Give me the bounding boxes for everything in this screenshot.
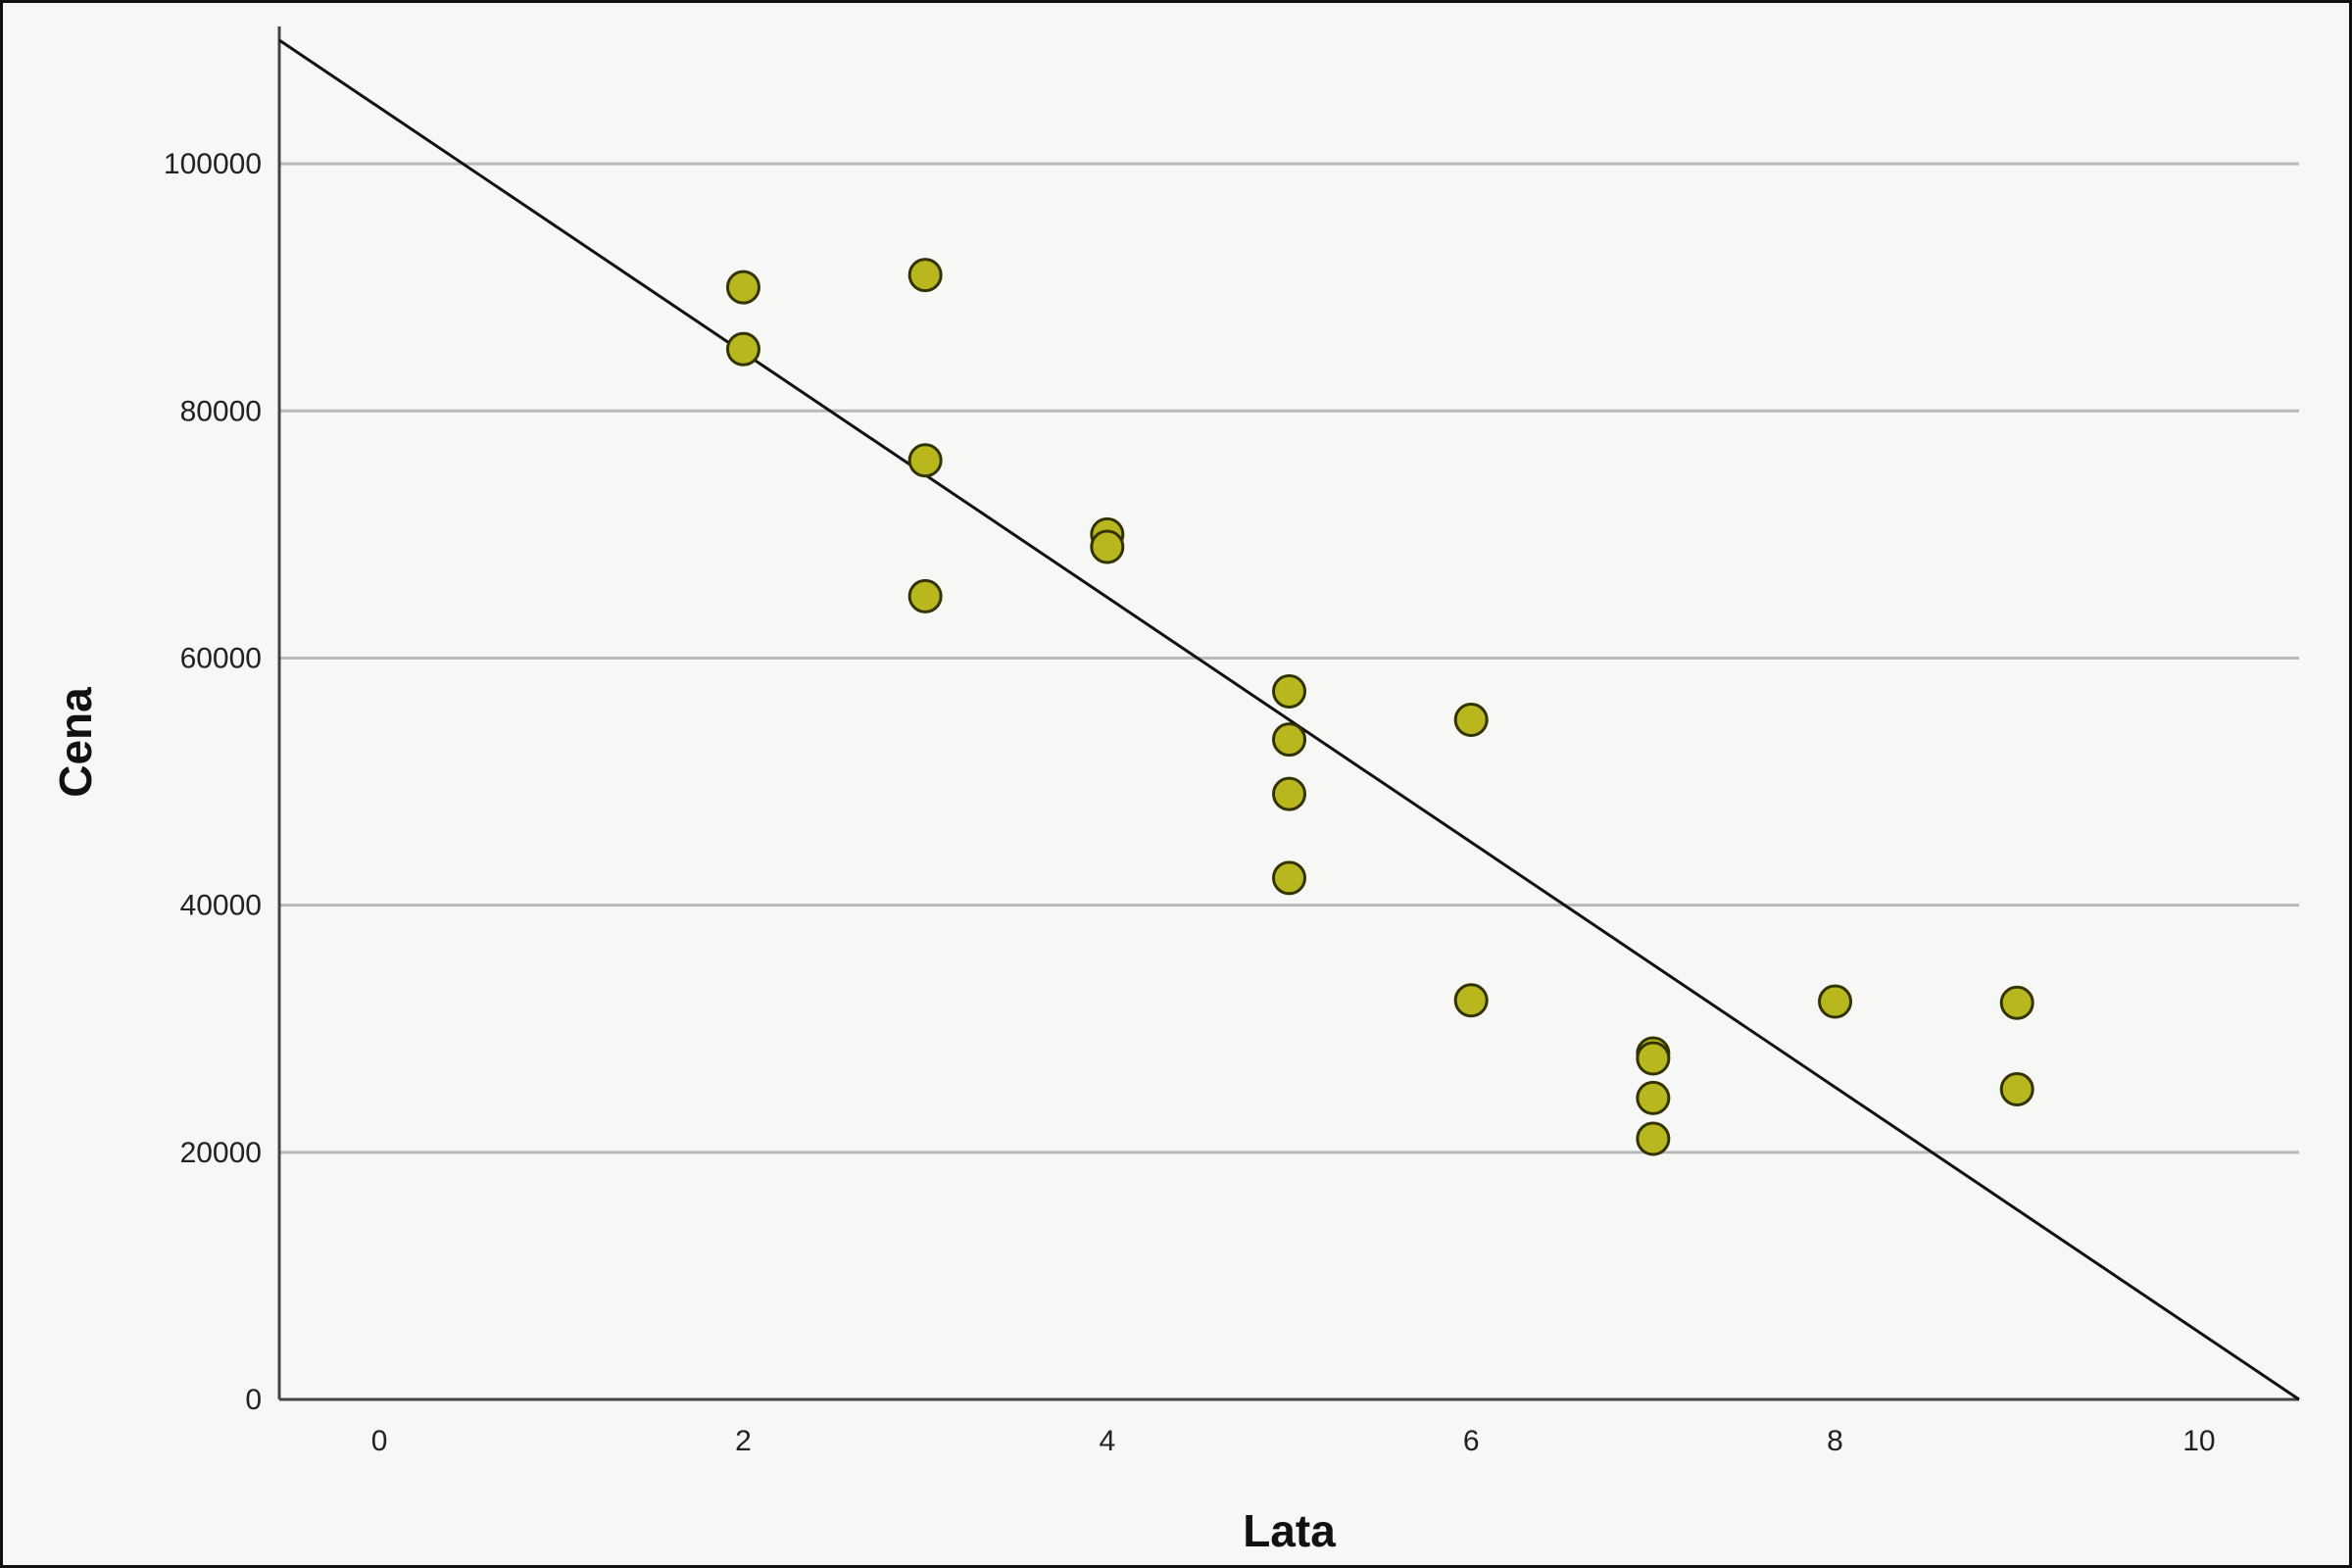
data-point xyxy=(1090,529,1125,564)
data-point xyxy=(1636,1121,1671,1156)
x-tick-label: 6 xyxy=(1463,1425,1480,1457)
axes xyxy=(277,26,2299,1401)
data-point xyxy=(725,270,760,305)
gridlines xyxy=(279,162,2299,1154)
x-tick-labels: 0 2 4 6 8 10 xyxy=(371,1425,2216,1457)
data-point xyxy=(1453,703,1489,737)
regression-line xyxy=(278,38,2300,1401)
x-tick-label: 8 xyxy=(1827,1425,1843,1457)
y-tick-label: 60000 xyxy=(180,642,262,674)
data-point xyxy=(1636,1080,1671,1115)
y-tick-label: 0 xyxy=(245,1384,262,1416)
y-tick-label: 40000 xyxy=(180,890,262,922)
data-point xyxy=(1453,983,1489,1018)
data-point xyxy=(1272,673,1306,709)
data-point xyxy=(907,258,943,293)
data-point xyxy=(725,331,760,367)
data-point xyxy=(1272,776,1306,811)
data-point xyxy=(1999,1072,2034,1107)
data-point xyxy=(1272,860,1306,896)
y-tick-label: 20000 xyxy=(180,1137,262,1169)
y-tick-label: 80000 xyxy=(180,395,262,427)
x-tick-label: 10 xyxy=(2182,1425,2215,1457)
data-point xyxy=(1636,1041,1671,1076)
x-tick-label: 0 xyxy=(371,1425,388,1457)
y-tick-labels: 0 20000 40000 60000 80000 100000 xyxy=(164,148,262,1416)
data-point xyxy=(1272,722,1306,758)
y-tick-label: 100000 xyxy=(164,148,262,180)
scatter-plot: 0 20000 40000 60000 80000 100000 0 2 4 6 8 10 Lata… xyxy=(50,26,2300,1556)
data-point xyxy=(1999,985,2034,1020)
data-points xyxy=(725,258,2034,1156)
x-tick-label: 4 xyxy=(1099,1425,1115,1457)
data-point xyxy=(907,578,943,613)
data-point xyxy=(907,443,943,478)
x-axis-title: Lata xyxy=(1243,1505,1336,1556)
x-tick-label: 2 xyxy=(735,1425,752,1457)
data-point xyxy=(1818,984,1853,1019)
y-axis-title: Cena xyxy=(50,687,101,798)
